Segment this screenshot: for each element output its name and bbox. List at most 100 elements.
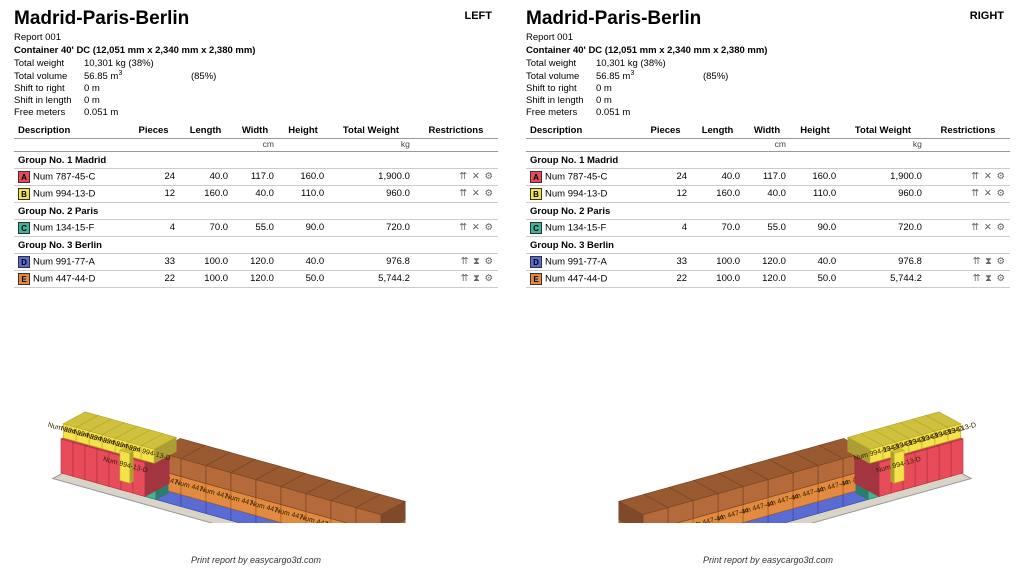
unit-cell xyxy=(640,138,691,151)
meta-row: Total volume56.85 m3 (85%) xyxy=(526,70,1010,83)
meta-row: Shift in length0 m xyxy=(14,95,498,107)
height-cell: 40.0 xyxy=(790,253,840,270)
width-cell: 117.0 xyxy=(744,168,790,185)
container-spec: Container 40' DC (12,051 mm x 2,340 mm x… xyxy=(526,45,1010,56)
col-header: Total Weight xyxy=(328,123,414,139)
length-cell: 100.0 xyxy=(179,253,232,270)
meta-row: Total volume56.85 m3 (85%) xyxy=(14,70,498,83)
desc-cell: ENum 447-44-D xyxy=(14,270,128,287)
restrictions-cell: ⇈ ✕ ⚙ xyxy=(414,185,498,202)
viz-wrap: Num 447-44Num 447-44Num 447-44Num 447-44… xyxy=(14,294,498,552)
length-cell: 70.0 xyxy=(179,219,232,236)
desc-cell: ANum 787-45-C xyxy=(526,168,640,185)
weight-cell: 5,744.2 xyxy=(840,270,926,287)
width-cell: 55.0 xyxy=(744,219,790,236)
unit-cell xyxy=(278,138,328,151)
meta-row: Total weight10,301 kg (38%) xyxy=(526,58,1010,70)
table-row: BNum 994-13-D12160.040.0110.0960.0⇈ ✕ ⚙ xyxy=(526,185,1010,202)
weight-cell: 960.0 xyxy=(840,185,926,202)
table-row: CNum 134-15-F470.055.090.0720.0⇈ ✕ ⚙ xyxy=(526,219,1010,236)
side-label: RIGHT xyxy=(970,10,1004,22)
group-header: Group No. 3 Berlin xyxy=(14,236,498,253)
weight-cell: 720.0 xyxy=(328,219,414,236)
restrictions-cell: ⇈ ⧗ ⚙ xyxy=(926,270,1010,287)
weight-cell: 960.0 xyxy=(328,185,414,202)
col-header: Description xyxy=(526,123,640,139)
desc-cell: DNum 991-77-A xyxy=(526,253,640,270)
col-header: Description xyxy=(14,123,128,139)
desc-cell: DNum 991-77-A xyxy=(14,253,128,270)
panel-left: LEFTMadrid-Paris-Berlin Report 001 Contain… xyxy=(0,0,512,572)
table-row: DNum 991-77-A33100.0120.040.0976.8⇈ ⧗ ⚙ xyxy=(14,253,498,270)
length-cell: 40.0 xyxy=(691,168,744,185)
height-cell: 90.0 xyxy=(790,219,840,236)
restrictions-cell: ⇈ ✕ ⚙ xyxy=(926,185,1010,202)
meta-block: Total weight10,301 kg (38%)Total volume5… xyxy=(526,58,1010,119)
table-row: DNum 991-77-A33100.0120.040.0976.8⇈ ⧗ ⚙ xyxy=(526,253,1010,270)
group-header: Group No. 2 Paris xyxy=(14,202,498,219)
group-header: Group No. 1 Madrid xyxy=(526,151,1010,168)
weight-cell: 1,900.0 xyxy=(840,168,926,185)
desc-cell: ANum 787-45-C xyxy=(14,168,128,185)
length-cell: 100.0 xyxy=(179,270,232,287)
table-row: ANum 787-45-C2440.0117.0160.01,900.0⇈ ✕ … xyxy=(526,168,1010,185)
width-cell: 120.0 xyxy=(232,253,278,270)
col-header: Restrictions xyxy=(926,123,1010,139)
length-cell: 100.0 xyxy=(691,253,744,270)
report-number: Report 001 xyxy=(14,32,498,43)
restrictions-cell: ⇈ ⧗ ⚙ xyxy=(414,270,498,287)
pieces-cell: 22 xyxy=(128,270,179,287)
meta-row: Free meters0.051 m xyxy=(526,107,1010,119)
restrictions-cell: ⇈ ✕ ⚙ xyxy=(926,168,1010,185)
desc-cell: CNum 134-15-F xyxy=(526,219,640,236)
weight-cell: 1,900.0 xyxy=(328,168,414,185)
col-header: Width xyxy=(232,123,278,139)
report-number: Report 001 xyxy=(526,32,1010,43)
width-cell: 117.0 xyxy=(232,168,278,185)
cargo-table: DescriptionPiecesLengthWidthHeightTotal … xyxy=(526,123,1010,288)
restrictions-cell: ⇈ ⧗ ⚙ xyxy=(414,253,498,270)
group-header: Group No. 1 Madrid xyxy=(14,151,498,168)
page-title: Madrid-Paris-Berlin xyxy=(14,8,498,30)
restrictions-cell: ⇈ ✕ ⚙ xyxy=(414,168,498,185)
pieces-cell: 24 xyxy=(640,168,691,185)
meta-row: Shift in length0 m xyxy=(526,95,1010,107)
height-cell: 40.0 xyxy=(278,253,328,270)
col-header: Length xyxy=(179,123,232,139)
height-cell: 50.0 xyxy=(790,270,840,287)
pieces-cell: 22 xyxy=(640,270,691,287)
col-header: Height xyxy=(790,123,840,139)
unit-cell xyxy=(128,138,179,151)
page-title: Madrid-Paris-Berlin xyxy=(526,8,1010,30)
length-cell: 160.0 xyxy=(179,185,232,202)
pieces-cell: 12 xyxy=(128,185,179,202)
side-label: LEFT xyxy=(465,10,493,22)
length-cell: 70.0 xyxy=(691,219,744,236)
width-cell: 40.0 xyxy=(744,185,790,202)
pieces-cell: 4 xyxy=(128,219,179,236)
length-cell: 100.0 xyxy=(691,270,744,287)
desc-cell: BNum 994-13-D xyxy=(14,185,128,202)
height-cell: 110.0 xyxy=(790,185,840,202)
table-row: ANum 787-45-C2440.0117.0160.01,900.0⇈ ✕ … xyxy=(14,168,498,185)
viz-wrap: Num 447-44Num 447-44Num 447-44Num 447-44… xyxy=(526,294,1010,552)
group-header: Group No. 2 Paris xyxy=(526,202,1010,219)
meta-row: Shift to right0 m xyxy=(526,83,1010,95)
col-header: Pieces xyxy=(640,123,691,139)
container-spec: Container 40' DC (12,051 mm x 2,340 mm x… xyxy=(14,45,498,56)
unit-cell xyxy=(414,138,498,151)
width-cell: 120.0 xyxy=(232,270,278,287)
desc-cell: BNum 994-13-D xyxy=(526,185,640,202)
col-header: Height xyxy=(278,123,328,139)
weight-cell: 976.8 xyxy=(328,253,414,270)
col-header: Width xyxy=(744,123,790,139)
length-cell: 40.0 xyxy=(179,168,232,185)
unit-cell xyxy=(179,138,232,151)
container-viz: Num 447-44Num 447-44Num 447-44Num 447-44… xyxy=(533,323,1003,523)
panel-right: RIGHTMadrid-Paris-Berlin Report 001 Contai… xyxy=(512,0,1024,572)
col-header: Restrictions xyxy=(414,123,498,139)
desc-cell: ENum 447-44-D xyxy=(526,270,640,287)
col-header: Length xyxy=(691,123,744,139)
desc-cell: CNum 134-15-F xyxy=(14,219,128,236)
width-cell: 55.0 xyxy=(232,219,278,236)
